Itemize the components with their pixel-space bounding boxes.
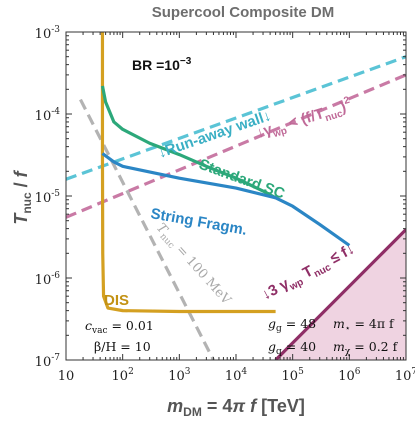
series-layer <box>66 32 406 360</box>
x-tick-label: 104 <box>225 367 248 384</box>
gg-annotation: gg = 48 <box>268 316 316 334</box>
x-tick-label: 10 <box>58 369 75 384</box>
gq-annotation: gq = 40 <box>268 339 316 357</box>
y-tick-label: 10-7 <box>35 353 61 370</box>
region-boundary-line <box>274 228 406 360</box>
mchi-annotation: mχ = 0.2 f <box>333 339 399 357</box>
series-line-solid-2 <box>101 152 351 247</box>
cvac-annotation: cvac = 0.01 <box>85 318 154 336</box>
series-line-solid-1 <box>100 85 277 200</box>
x-tick-label: 106 <box>338 367 361 384</box>
ticks-layer: 10 102 103 104 105 106 107 10-7 10-6 10-5 10-4 10-3 <box>35 25 415 384</box>
x-tick-label: 103 <box>168 367 191 384</box>
chart-title: Supercool Composite DM <box>152 4 335 21</box>
series-line-solid-0 <box>100 32 276 314</box>
x-axis-label: mDM = 4π f [TeV] <box>167 396 305 419</box>
series-line-dashed-2 <box>79 98 215 360</box>
x-tick-label: 102 <box>112 367 134 384</box>
y-tick-label: 10-3 <box>35 25 61 42</box>
br-label: BR =10−3 <box>132 56 192 73</box>
y-tick-label: 10-6 <box>35 271 61 288</box>
beta-annotation: β/H = 10 <box>94 339 151 354</box>
x-tick-label: 107 <box>395 367 415 384</box>
y-tick-label: 10-4 <box>35 107 61 124</box>
standard-sc-label: Standard SC <box>197 156 288 203</box>
dis-label: DIS <box>104 292 129 309</box>
y-axis-label: Tnuc / f <box>11 169 34 224</box>
y-tick-label: 10-5 <box>35 189 61 206</box>
series-line-dashed-1 <box>66 73 406 219</box>
plot-area <box>66 32 406 360</box>
mstar-annotation: m⋆ = 4π f <box>333 316 395 334</box>
series-line-dashed-0 <box>66 55 406 181</box>
x-tick-label: 105 <box>282 367 305 384</box>
